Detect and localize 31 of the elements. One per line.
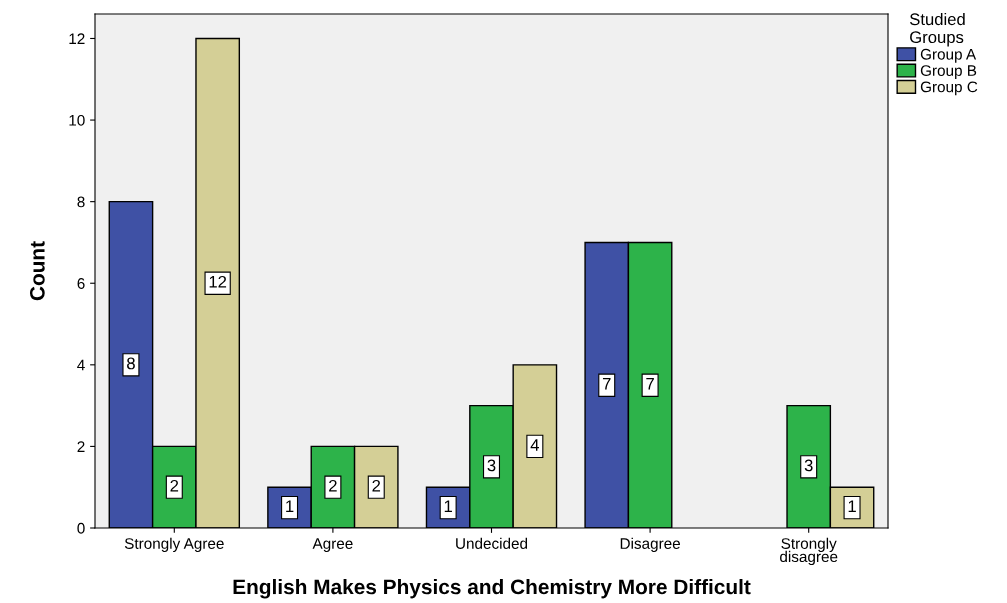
- data-label: 1: [848, 500, 856, 512]
- y-tick-label: 12: [69, 33, 85, 45]
- x-tick-label: Agree: [312, 538, 353, 552]
- y-tick-label: 10: [69, 114, 85, 126]
- data-label: 3: [487, 459, 496, 472]
- y-tick-label: 6: [77, 278, 85, 289]
- y-tick-label: 8: [77, 196, 85, 208]
- data-label: 2: [329, 479, 337, 492]
- y-tick-label: 0: [77, 522, 85, 534]
- x-tick-label: Strongly disagree: [780, 537, 838, 566]
- legend-label: Group A: [920, 48, 977, 63]
- data-label: 7: [646, 378, 654, 390]
- data-label: 2: [372, 479, 381, 492]
- data-label: 4: [530, 439, 539, 451]
- x-tick-label: Strongly Agree: [124, 537, 224, 552]
- data-label: 2: [170, 479, 179, 492]
- data-label: 8: [127, 357, 135, 370]
- legend-label: Group C: [920, 81, 978, 96]
- y-axis-title: Count: [29, 241, 45, 301]
- data-label: 3: [804, 459, 813, 472]
- data-label: 1: [444, 500, 452, 512]
- legend-label: Group B: [920, 65, 977, 79]
- x-axis-title: English Makes Physics and Chemistry More Difficult: [233, 578, 751, 599]
- legend-title: Studied Groups: [909, 12, 965, 47]
- x-tick-label: Undecided: [456, 537, 528, 549]
- y-tick-label: 4: [77, 359, 85, 371]
- data-label: 7: [602, 378, 611, 390]
- data-label: 1: [286, 500, 294, 512]
- y-tick-label: 2: [77, 441, 85, 452]
- x-tick-label: Disagree: [620, 537, 680, 552]
- data-label: 12: [209, 275, 227, 288]
